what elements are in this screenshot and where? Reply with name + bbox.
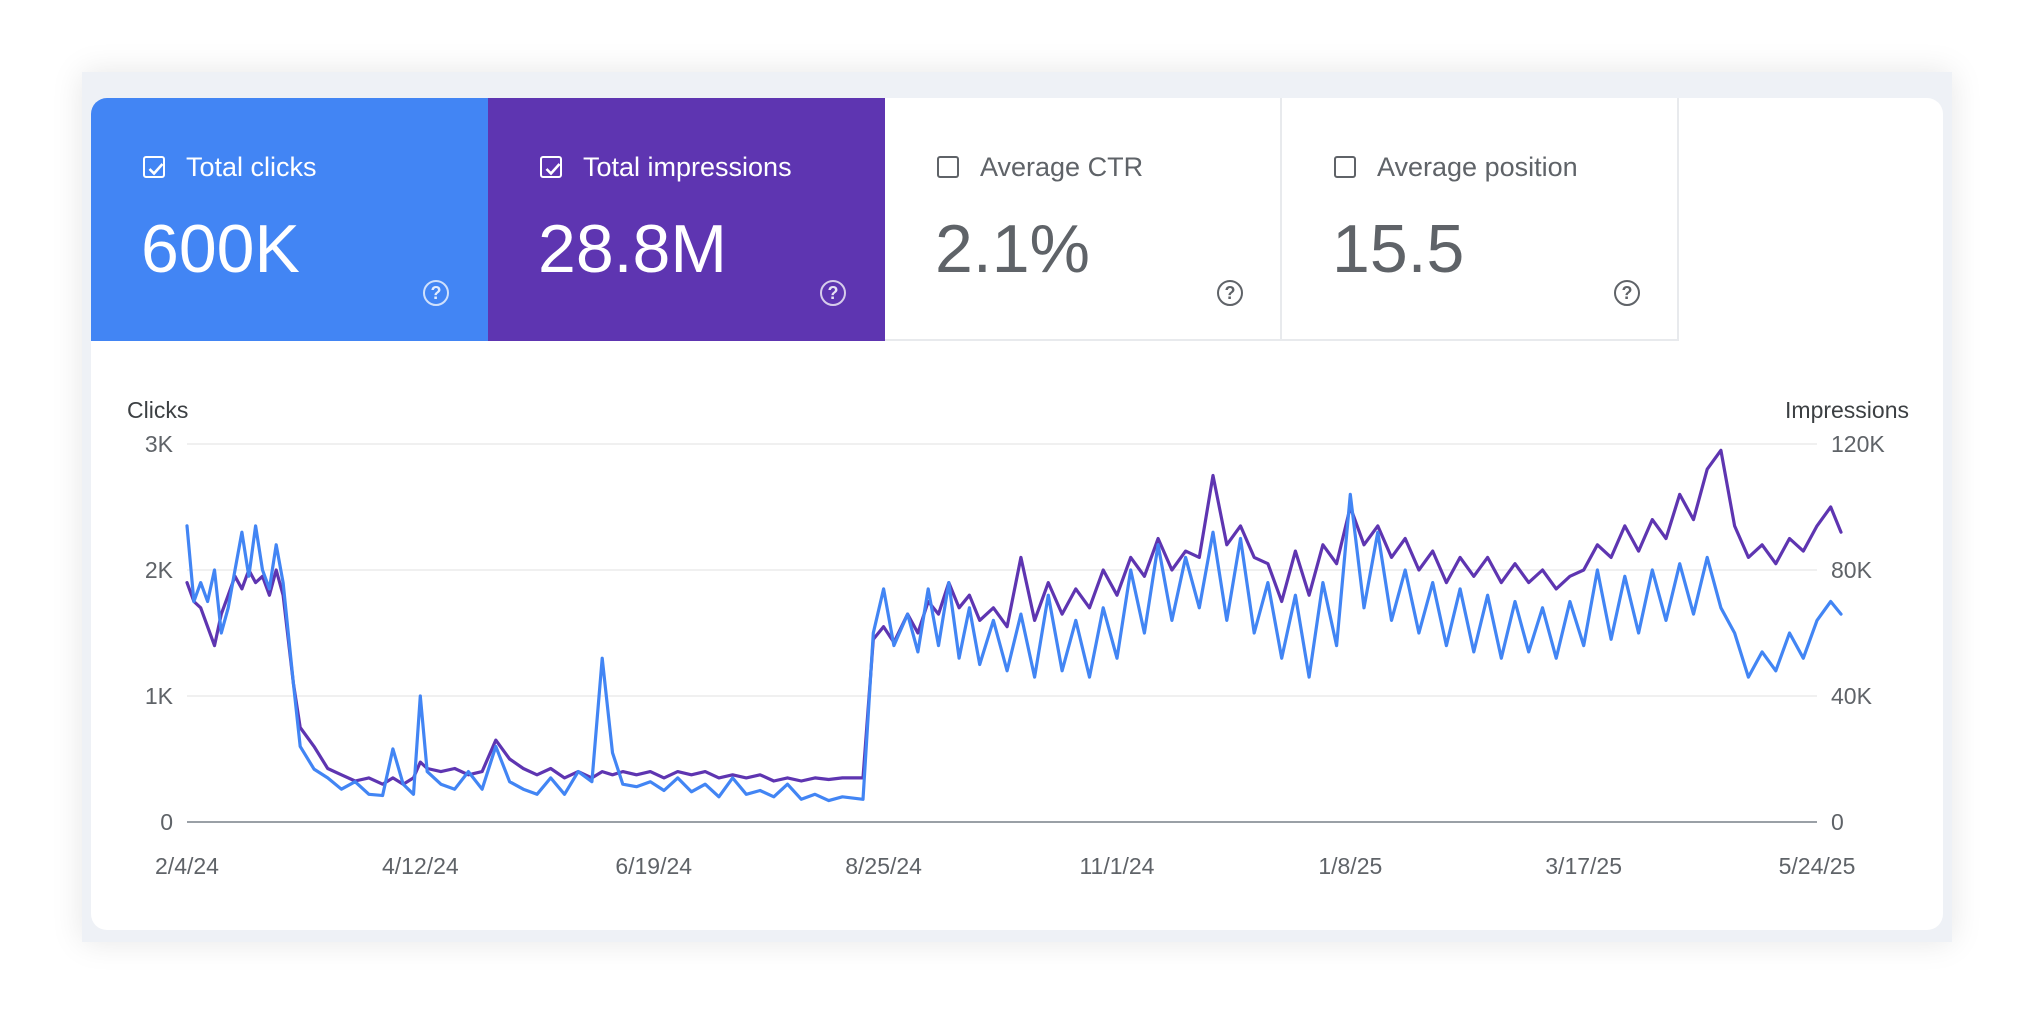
right-tick-label: 120K bbox=[1831, 431, 1885, 457]
left-axis-ticks: 0 1K 2K 3K bbox=[145, 431, 174, 835]
right-tick-label: 40K bbox=[1831, 683, 1873, 709]
metric-value: 600K bbox=[141, 211, 300, 287]
checkbox-unchecked-icon[interactable] bbox=[1334, 156, 1356, 178]
help-icon[interactable]: ? bbox=[1217, 280, 1243, 306]
metric-tile-average-position[interactable]: Average position 15.5 ? bbox=[1282, 98, 1679, 341]
right-tick-label: 80K bbox=[1831, 557, 1873, 583]
metric-tile-total-impressions[interactable]: Total impressions 28.8M ? bbox=[488, 98, 885, 341]
left-tick-label: 1K bbox=[145, 683, 174, 709]
checkbox-checked-icon[interactable] bbox=[143, 156, 165, 178]
x-axis-ticks: 2/4/24 4/12/24 6/19/24 8/25/24 11/1/24 1/8/25… bbox=[155, 853, 1855, 879]
metric-value: 2.1% bbox=[935, 211, 1090, 287]
chart-series bbox=[185, 448, 1843, 803]
metric-tile-average-ctr[interactable]: Average CTR 2.1% ? bbox=[885, 98, 1282, 341]
metric-label: Total clicks bbox=[186, 152, 317, 182]
left-tick-label: 0 bbox=[160, 809, 173, 835]
x-tick-label: 11/1/24 bbox=[1079, 853, 1154, 879]
help-icon[interactable]: ? bbox=[820, 280, 846, 306]
metric-label: Average CTR bbox=[980, 152, 1144, 182]
impressions-series-line bbox=[185, 448, 1843, 786]
x-tick-label: 5/24/25 bbox=[1779, 853, 1856, 879]
help-icon[interactable]: ? bbox=[1614, 280, 1640, 306]
x-tick-label: 3/17/25 bbox=[1545, 853, 1622, 879]
metric-label: Total impressions bbox=[583, 152, 792, 182]
right-axis-ticks: 0 40K 80K 120K bbox=[1831, 431, 1885, 835]
checkbox-checked-icon[interactable] bbox=[540, 156, 562, 178]
left-axis-title: Clicks bbox=[127, 397, 188, 423]
chart-grid bbox=[187, 443, 1817, 823]
x-tick-label: 8/25/24 bbox=[845, 853, 922, 879]
checkbox-unchecked-icon[interactable] bbox=[937, 156, 959, 178]
performance-card: Total clicks 600K ? Total impressions 28… bbox=[91, 98, 1943, 930]
metric-value: 28.8M bbox=[538, 211, 727, 287]
left-tick-label: 2K bbox=[145, 557, 174, 583]
x-tick-label: 4/12/24 bbox=[382, 853, 459, 879]
right-tick-label: 0 bbox=[1831, 809, 1844, 835]
right-axis-title: Impressions bbox=[1785, 397, 1909, 423]
clicks-series-line bbox=[185, 492, 1843, 803]
metric-tiles: Total clicks 600K ? Total impressions 28… bbox=[91, 98, 1681, 341]
x-tick-label: 1/8/25 bbox=[1318, 853, 1382, 879]
metric-value: 15.5 bbox=[1332, 211, 1465, 287]
x-tick-label: 6/19/24 bbox=[615, 853, 692, 879]
help-icon[interactable]: ? bbox=[423, 280, 449, 306]
performance-chart: Clicks Impressions 0 1K 2K 3K 0 40K 80K 120K 2… bbox=[127, 397, 1909, 879]
metric-tile-total-clicks[interactable]: Total clicks 600K ? bbox=[91, 98, 488, 341]
x-tick-label: 2/4/24 bbox=[155, 853, 219, 879]
left-tick-label: 3K bbox=[145, 431, 174, 457]
metric-label: Average position bbox=[1377, 152, 1578, 182]
